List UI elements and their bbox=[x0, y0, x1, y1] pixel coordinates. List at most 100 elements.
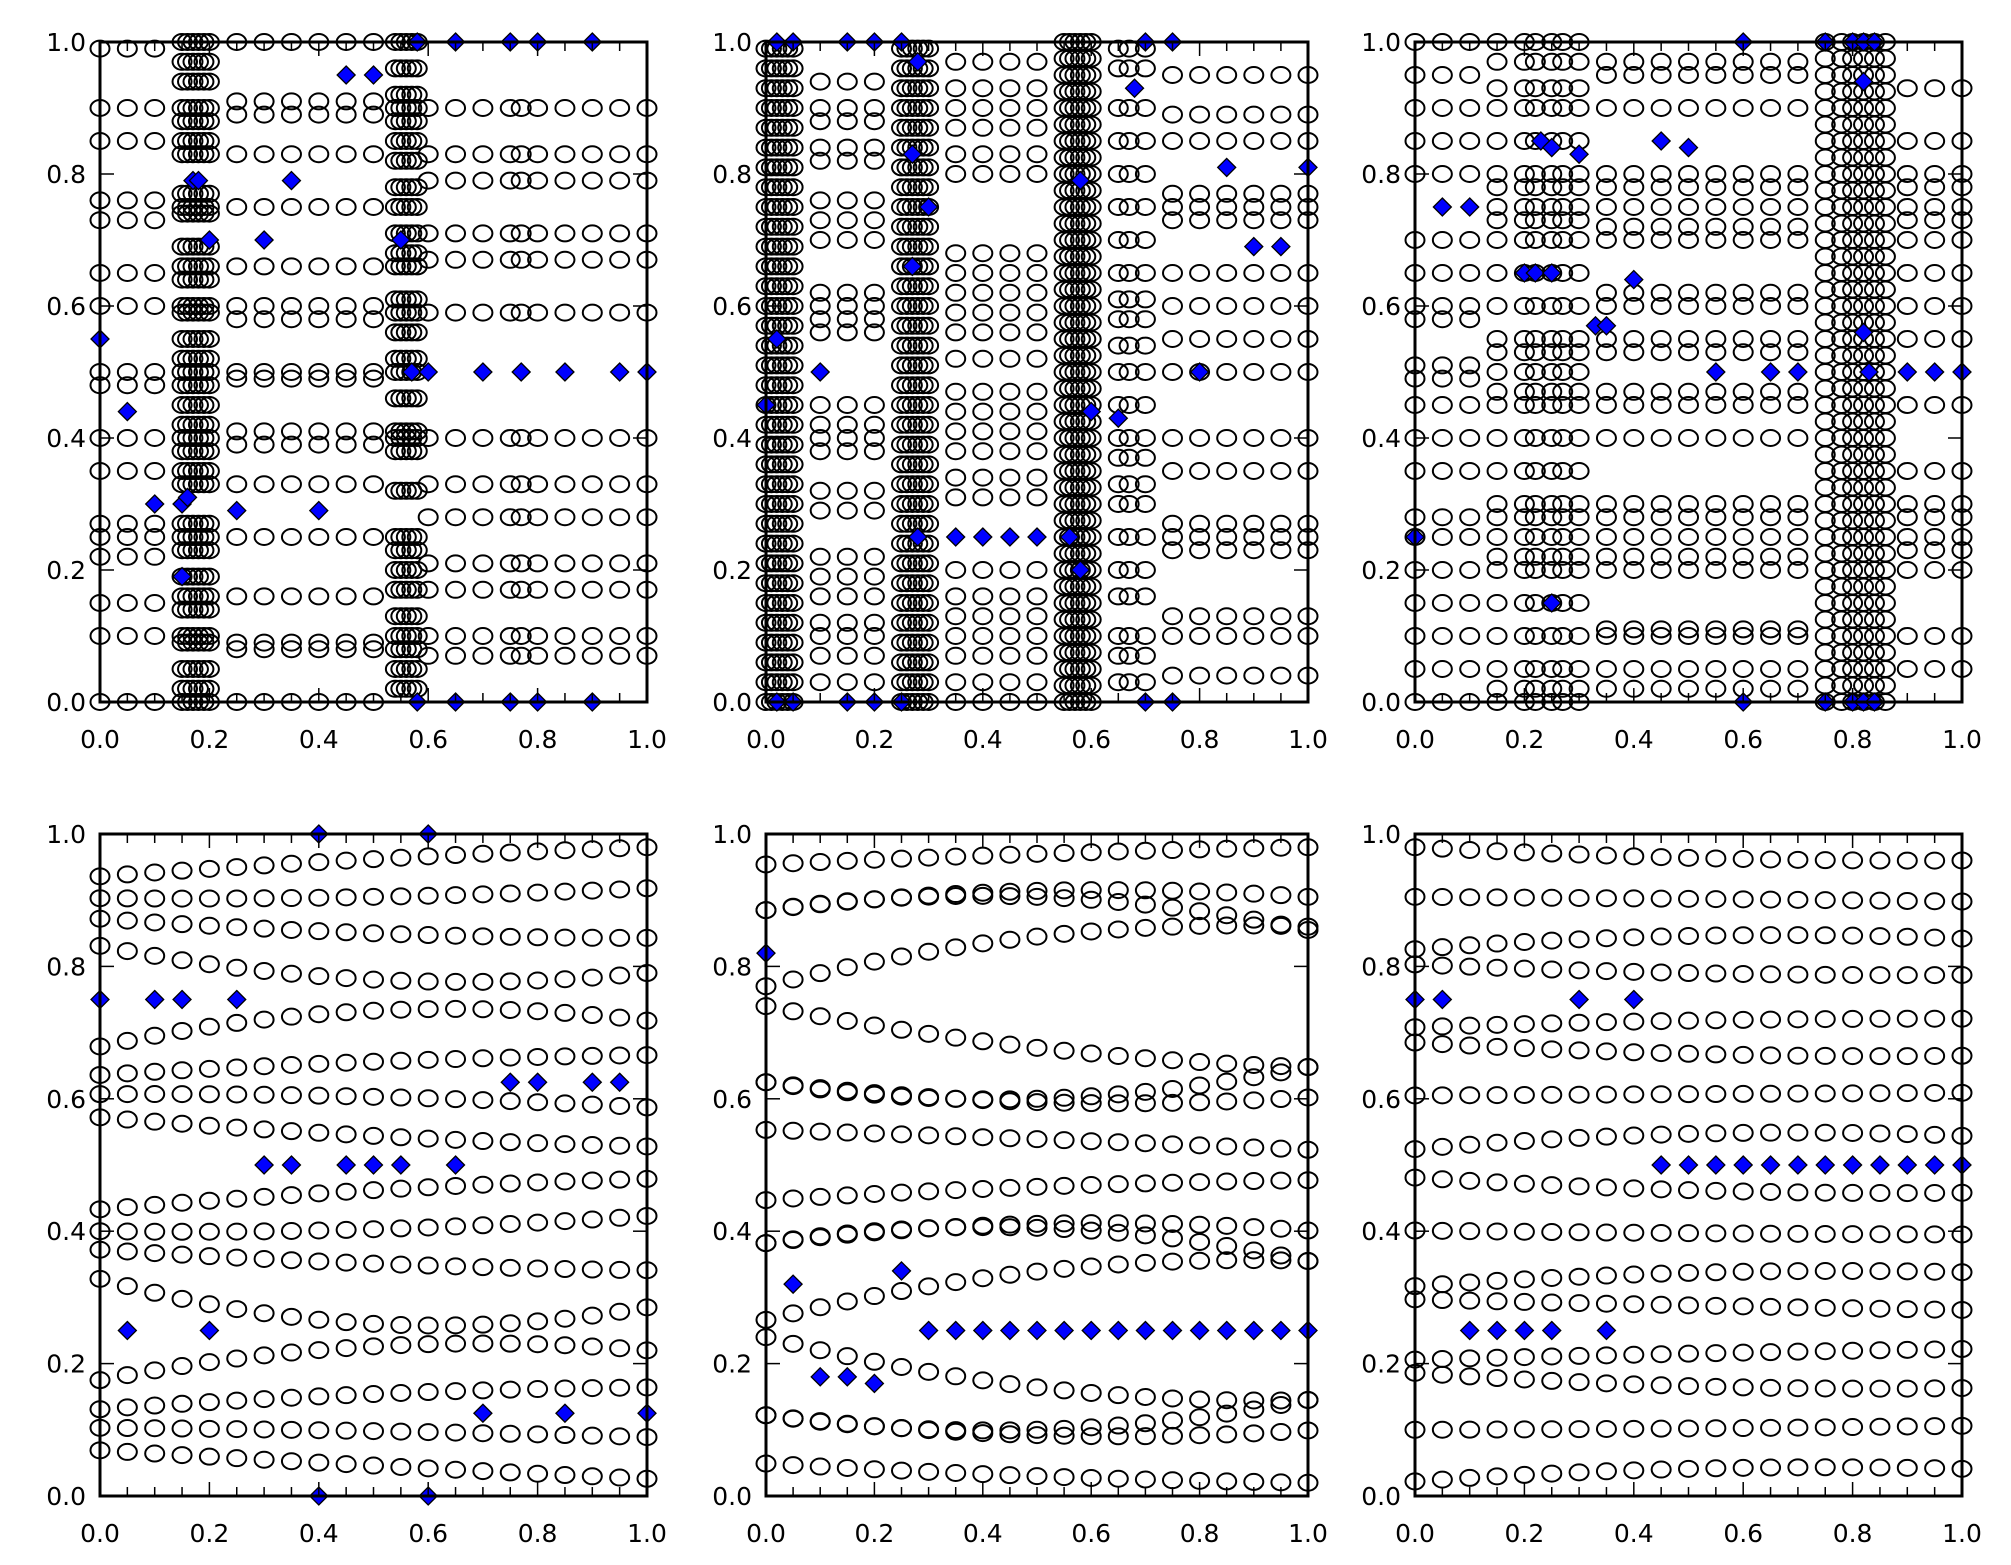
circle-point bbox=[891, 653, 912, 672]
diamond-point bbox=[1124, 78, 1145, 99]
circle-point bbox=[1760, 508, 1782, 527]
circle-point bbox=[1896, 1379, 1918, 1398]
circle-point bbox=[945, 145, 967, 164]
circle-point bbox=[499, 508, 521, 527]
circle-point bbox=[1243, 1091, 1265, 1110]
circle-point bbox=[1270, 607, 1292, 626]
circle-point bbox=[1595, 889, 1617, 908]
circle-point bbox=[1541, 1268, 1563, 1287]
circle-point bbox=[1513, 1174, 1535, 1193]
circle-point bbox=[1705, 1085, 1727, 1104]
circle-point bbox=[1705, 429, 1727, 447]
circle-point bbox=[193, 587, 215, 606]
circle-point bbox=[1853, 280, 1875, 299]
circle-point bbox=[896, 455, 918, 474]
circle-point bbox=[1863, 264, 1885, 282]
circle-point bbox=[193, 442, 215, 461]
circle-point bbox=[1705, 343, 1727, 362]
circle-point bbox=[445, 627, 467, 645]
circle-point bbox=[760, 435, 782, 454]
circle-point bbox=[187, 349, 209, 368]
circle-point bbox=[406, 429, 428, 447]
circle-point bbox=[499, 1424, 521, 1443]
circle-point bbox=[777, 435, 799, 454]
circle-point bbox=[472, 1334, 494, 1353]
circle-point bbox=[226, 889, 248, 908]
circle-point bbox=[472, 1132, 494, 1151]
circle-point bbox=[445, 999, 467, 1018]
circle-point bbox=[144, 211, 166, 230]
circle-point bbox=[406, 178, 428, 197]
circle-point bbox=[1189, 1426, 1211, 1445]
circle-point bbox=[896, 574, 918, 593]
circle-point bbox=[1541, 99, 1563, 117]
circle-point bbox=[1568, 79, 1590, 98]
circle-point bbox=[972, 561, 994, 579]
diamond-point bbox=[281, 1155, 302, 1175]
circle-point bbox=[1842, 379, 1864, 398]
circle-point bbox=[999, 488, 1021, 507]
circle-point bbox=[1107, 59, 1129, 78]
circle-point bbox=[891, 849, 912, 868]
circle-point bbox=[1853, 264, 1875, 282]
circle-point bbox=[1486, 842, 1508, 861]
circle-point bbox=[1842, 1458, 1864, 1477]
diamond-point bbox=[254, 1155, 275, 1175]
circle-point bbox=[1650, 283, 1672, 302]
circle-point bbox=[1107, 646, 1129, 665]
circle-point bbox=[1162, 264, 1183, 282]
circle-point bbox=[782, 475, 804, 494]
circle-point bbox=[1118, 363, 1140, 381]
circle-point bbox=[918, 475, 940, 494]
circle-point bbox=[171, 514, 193, 533]
circle-point bbox=[1568, 382, 1590, 401]
circle-point bbox=[782, 854, 804, 873]
circle-point bbox=[472, 1424, 494, 1443]
circle-point bbox=[198, 528, 220, 546]
circle-point bbox=[1842, 99, 1864, 117]
circle-point bbox=[891, 1220, 912, 1239]
circle-point bbox=[1874, 412, 1896, 431]
circle-point bbox=[1863, 148, 1885, 167]
circle-point bbox=[527, 303, 549, 322]
circle-point bbox=[1552, 561, 1574, 579]
circle-point bbox=[116, 1419, 138, 1438]
circle-point bbox=[1486, 1467, 1508, 1486]
circle-point bbox=[1787, 382, 1809, 401]
circle-point bbox=[782, 237, 804, 256]
circle-point bbox=[907, 178, 929, 197]
circle-point bbox=[182, 396, 204, 414]
circle-point bbox=[1595, 66, 1617, 84]
circle-point bbox=[1760, 1123, 1782, 1142]
circle-point bbox=[918, 1024, 940, 1043]
circle-point bbox=[581, 928, 603, 947]
circle-point bbox=[1524, 508, 1546, 527]
circle-point bbox=[1732, 508, 1754, 527]
y-tick-label: 0.8 bbox=[1361, 952, 1401, 981]
circle-point bbox=[891, 336, 912, 355]
circle-point bbox=[1459, 627, 1481, 645]
circle-point bbox=[1216, 1391, 1238, 1410]
circle-point bbox=[171, 415, 193, 434]
circle-point bbox=[771, 277, 793, 296]
circle-point bbox=[401, 541, 423, 560]
circle-point bbox=[1863, 297, 1885, 315]
circle-point bbox=[1134, 396, 1156, 414]
circle-point bbox=[308, 1310, 330, 1329]
circle-point bbox=[945, 165, 967, 183]
y-tick-label: 0.0 bbox=[46, 688, 86, 717]
circle-point bbox=[1080, 1257, 1102, 1276]
circle-point bbox=[1162, 1135, 1183, 1154]
circle-point bbox=[1863, 214, 1885, 233]
circle-point bbox=[1623, 495, 1645, 513]
circle-point bbox=[1853, 346, 1875, 365]
circle-point bbox=[1459, 840, 1481, 859]
circle-point bbox=[609, 1136, 631, 1155]
circle-point bbox=[116, 1198, 138, 1217]
circle-point bbox=[1026, 442, 1048, 461]
circle-point bbox=[417, 1423, 439, 1442]
circle-point bbox=[1863, 676, 1885, 695]
circle-point bbox=[280, 1343, 302, 1362]
x-tick-label: 0.4 bbox=[1614, 1519, 1654, 1548]
circle-point bbox=[836, 310, 858, 329]
